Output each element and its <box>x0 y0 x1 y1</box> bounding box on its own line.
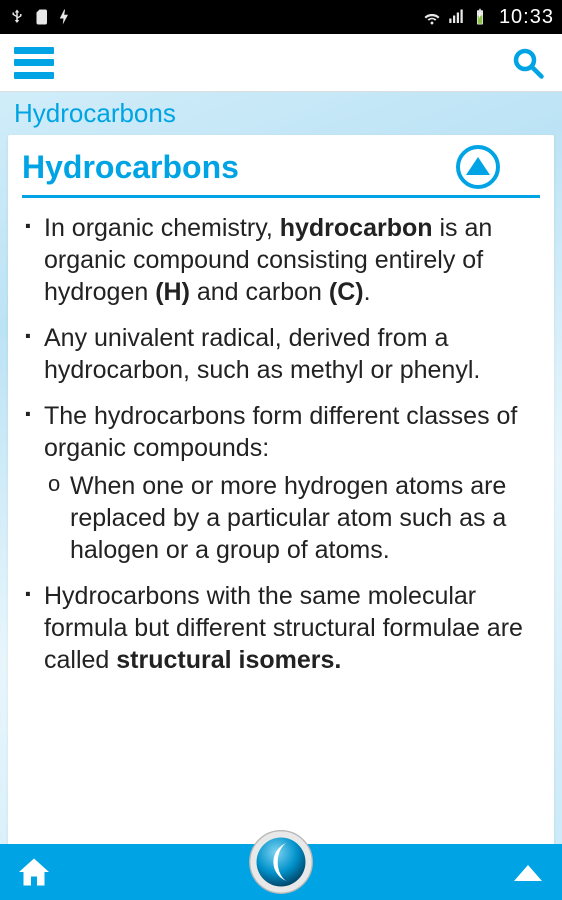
status-time: 10:33 <box>499 6 554 29</box>
breadcrumb-title: Hydrocarbons <box>14 98 176 128</box>
bullet-list: In organic chemistry, hydrocarbon is an … <box>22 212 540 676</box>
collapse-button[interactable] <box>456 145 500 189</box>
card-title: Hydrocarbons <box>22 149 456 186</box>
wifi-icon <box>423 8 441 26</box>
app-bar <box>0 34 562 92</box>
bullet-item: The hydrocarbons form different classes … <box>22 400 540 566</box>
status-bar: 10:33 <box>0 0 562 34</box>
sd-card-icon <box>32 8 50 26</box>
status-left <box>8 8 74 26</box>
battery-icon <box>471 8 489 26</box>
content-card: Hydrocarbons In organic chemistry, hydro… <box>8 135 554 859</box>
bullet-item: In organic chemistry, hydrocarbon is an … <box>22 212 540 308</box>
signal-icon <box>447 8 465 26</box>
triangle-up-icon <box>466 157 490 175</box>
menu-button[interactable] <box>14 47 54 79</box>
bullet-item: Hydrocarbons with the same molecular for… <box>22 580 540 676</box>
search-button[interactable] <box>508 43 548 83</box>
scroll-up-button[interactable] <box>508 852 548 892</box>
bottom-bar <box>0 844 562 900</box>
chevron-up-icon <box>512 861 544 883</box>
bullet-item: Any univalent radical, derived from a hy… <box>22 322 540 386</box>
center-logo[interactable] <box>247 828 315 896</box>
breadcrumb: Hydrocarbons <box>0 92 562 131</box>
search-icon <box>510 45 546 81</box>
sub-bullet-item: When one or more hydrogen atoms are repl… <box>44 470 540 566</box>
lightning-icon <box>56 8 74 26</box>
usb-icon <box>8 8 26 26</box>
card-header: Hydrocarbons <box>22 145 540 198</box>
home-button[interactable] <box>14 852 54 892</box>
home-icon <box>16 854 52 890</box>
status-right: 10:33 <box>423 6 554 29</box>
